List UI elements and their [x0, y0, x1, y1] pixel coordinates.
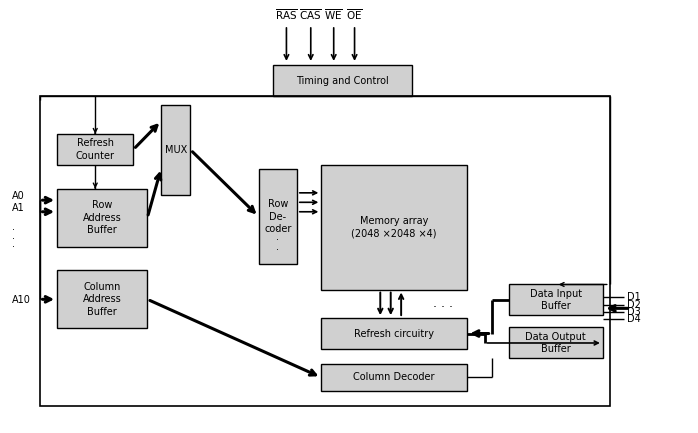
Text: MUX: MUX: [165, 145, 187, 155]
Text: Refresh circuitry: Refresh circuitry: [354, 329, 434, 339]
Bar: [259, 169, 297, 264]
Text: . . .: . . .: [433, 297, 453, 310]
Text: Row
De-
coder: Row De- coder: [264, 199, 292, 234]
Bar: [509, 284, 603, 316]
Text: D2: D2: [627, 300, 641, 310]
Bar: [57, 270, 147, 328]
Text: A1: A1: [12, 203, 24, 213]
Text: Data Input
Buffer: Data Input Buffer: [530, 289, 582, 311]
Text: .
.
.: . . .: [276, 222, 279, 252]
Text: D1: D1: [627, 292, 641, 302]
Text: A0: A0: [12, 191, 24, 201]
Text: $\overline{\rm CAS}$: $\overline{\rm CAS}$: [299, 7, 322, 22]
Text: .: .: [12, 222, 15, 232]
Bar: [321, 364, 467, 391]
Bar: [321, 318, 467, 349]
Text: Row
Address
Buffer: Row Address Buffer: [83, 200, 121, 235]
Text: Memory array
(2048 ×2048 ×4): Memory array (2048 ×2048 ×4): [351, 216, 437, 239]
Text: A10: A10: [12, 294, 31, 304]
Bar: [57, 134, 133, 165]
Text: Column
Address
Buffer: Column Address Buffer: [83, 282, 121, 317]
Text: Refresh
Counter: Refresh Counter: [76, 138, 114, 161]
Text: D4: D4: [627, 314, 641, 324]
Text: .: .: [12, 231, 15, 241]
Text: $\overline{\rm OE}$: $\overline{\rm OE}$: [346, 7, 363, 22]
Text: $\overline{\rm WE}$: $\overline{\rm WE}$: [325, 7, 343, 22]
Bar: [509, 327, 603, 359]
Bar: [321, 165, 467, 290]
Text: Data Output
Buffer: Data Output Buffer: [526, 332, 586, 354]
Bar: [40, 96, 610, 406]
Text: $\overline{\rm RAS}$: $\overline{\rm RAS}$: [275, 7, 298, 22]
Bar: [272, 65, 412, 96]
Text: .: .: [12, 239, 15, 249]
Bar: [161, 105, 191, 195]
Bar: [57, 188, 147, 247]
Text: Timing and Control: Timing and Control: [296, 75, 388, 86]
Text: D3: D3: [627, 307, 641, 317]
Text: Column Decoder: Column Decoder: [353, 372, 435, 382]
